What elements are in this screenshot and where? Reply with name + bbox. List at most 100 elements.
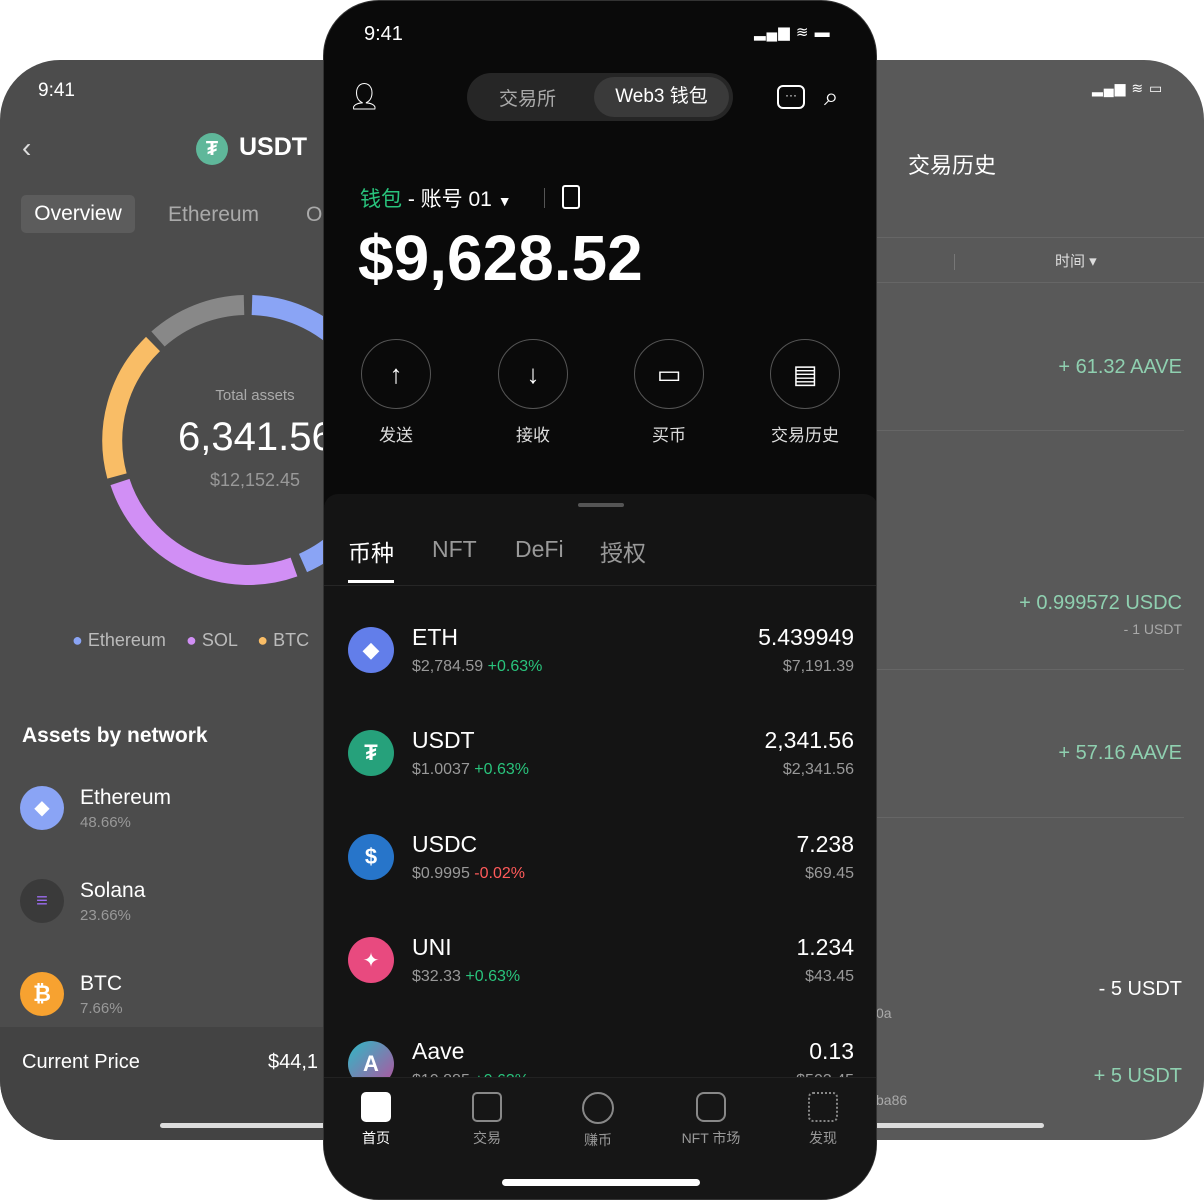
token-value: $2,341.56: [782, 761, 854, 778]
donut-segment-other: [151, 295, 245, 347]
drag-handle[interactable]: [578, 503, 624, 507]
network-item-solana[interactable]: ≡ Solana 23.66%: [20, 879, 320, 939]
tab-ethereum[interactable]: Ethereum: [168, 203, 260, 226]
history-button[interactable]: ▤ 交易历史: [755, 339, 855, 446]
token-symbol: ETH: [412, 624, 458, 650]
token-value: $69.45: [805, 865, 854, 882]
tx-amount: + 0.999572 USDC: [1019, 592, 1182, 614]
message-icon[interactable]: ···: [777, 85, 805, 109]
back-chevron-icon[interactable]: ‹: [22, 132, 32, 163]
token-amount: 7.238: [796, 831, 854, 857]
tab-home[interactable]: 首页: [331, 1092, 421, 1148]
account-selector[interactable]: 钱包 - 账号 01 ▼: [360, 188, 512, 211]
token-price: $2,784.59: [412, 658, 484, 675]
tab-trade[interactable]: 交易: [442, 1092, 532, 1148]
tab-overview[interactable]: Overview: [21, 195, 135, 233]
send-button[interactable]: ↑ 发送: [346, 339, 446, 446]
donut-value: 6,341.56: [178, 415, 328, 459]
segment-exchange[interactable]: 交易所: [499, 89, 557, 110]
status-icons: ▂▄▆ ≋ ▭: [1092, 80, 1164, 96]
token-value: $7,191.39: [782, 658, 854, 675]
receive-button[interactable]: ↓ 接收: [483, 339, 583, 446]
token-row-usdc[interactable]: $ USDC $0.9995 -0.02% 7.238 $69.45: [324, 831, 876, 934]
arrow-up-icon: ↑: [361, 339, 431, 409]
network-name: BTC: [80, 972, 122, 995]
network-name: Ethereum: [80, 786, 172, 809]
tab-defi[interactable]: DeFi: [515, 536, 564, 562]
donut-usd: $12,152.45: [209, 470, 301, 490]
profile-icon[interactable]: 👤︎: [348, 81, 382, 111]
current-price-value: $44,1: [268, 1051, 319, 1073]
token-price: $32.33: [412, 968, 461, 985]
tab-nft-market[interactable]: NFT 市场: [666, 1092, 756, 1148]
tx-amount: + 57.16 AAVE: [1058, 742, 1182, 764]
token-value: $43.45: [805, 968, 854, 985]
nft-hexagon-icon: [696, 1092, 726, 1122]
chart-legend: ● Ethereum ● SOL ● BTC: [72, 630, 310, 650]
status-time: 9:41: [364, 23, 403, 45]
card-icon: ▭: [634, 339, 704, 409]
wallet-balance: $9,628.52: [358, 222, 643, 294]
donut-segment-sol-main: [110, 478, 298, 585]
page-title: 交易历史: [908, 153, 997, 178]
network-pct: 48.66%: [80, 814, 131, 831]
buy-button[interactable]: ▭ 买币: [619, 339, 719, 446]
search-icon[interactable]: ⌕: [824, 81, 839, 111]
token-row-uni[interactable]: ✦ UNI $32.33 +0.63% 1.234 $43.45: [324, 934, 876, 1037]
legend-ethereum: Ethereum: [87, 630, 166, 650]
legend-btc: BTC: [273, 630, 310, 650]
legend-sol: SOL: [201, 630, 238, 650]
token-symbol: Aave: [412, 1038, 465, 1064]
token-change: +0.63%: [474, 761, 530, 778]
tab-discover[interactable]: 发现: [778, 1092, 868, 1148]
tx-amount: - 5 USDT: [1098, 978, 1182, 1000]
token-price: $0.9995: [412, 865, 470, 882]
tab-tokens[interactable]: 币种: [348, 540, 394, 566]
solana-icon: ≡: [20, 879, 64, 923]
assets-by-network-title: Assets by network: [22, 724, 208, 747]
usdt-icon: ₮: [348, 730, 394, 776]
tab-earn[interactable]: 赚币: [553, 1092, 643, 1150]
donut-segment-btc: [102, 336, 161, 479]
tx-address: 0a: [876, 1005, 892, 1021]
tab-approvals[interactable]: 授权: [600, 540, 646, 566]
segment-web3-wallet[interactable]: Web3 钱包: [594, 77, 729, 117]
token-symbol: UNI: [412, 934, 452, 960]
home-icon: [361, 1092, 391, 1122]
token-row-usdt[interactable]: ₮ USDT $1.0037 +0.63% 2,341.56 $2,341.56: [324, 727, 876, 830]
home-indicator: [160, 1123, 400, 1128]
current-price-label: Current Price: [22, 1051, 140, 1073]
arrow-down-icon: ↓: [498, 339, 568, 409]
status-time: 9:41: [38, 80, 75, 101]
tab-nft[interactable]: NFT: [432, 536, 477, 562]
grid-icon: [808, 1092, 838, 1122]
token-row-eth[interactable]: ◆ ETH $2,784.59 +0.63% 5.439949 $7,191.3…: [324, 624, 876, 727]
tx-sub-amount: - 1 USDT: [1123, 621, 1182, 637]
network-item-btc[interactable]: ₿ BTC 7.66%: [20, 972, 320, 1032]
bottom-tab-bar: 首页 交易 赚币 NFT 市场 发现: [324, 1077, 876, 1199]
tx-amount: + 61.32 AAVE: [1058, 356, 1182, 378]
home-indicator: [502, 1179, 700, 1186]
token-amount: 5.439949: [758, 624, 854, 650]
token-price: $1.0037: [412, 761, 470, 778]
usdt-icon: ₮: [196, 133, 228, 165]
token-amount: 0.13: [809, 1038, 854, 1064]
center-phone-wallet: 9:41 ▂▄▆ ≋ ▬ 👤︎ 交易所 Web3 钱包 ··· ⌕ 钱包 - 账…: [323, 0, 877, 1200]
token-change: +0.63%: [487, 658, 543, 675]
usdc-icon: $: [348, 834, 394, 880]
home-indicator: [870, 1123, 1044, 1128]
time-filter-dropdown[interactable]: 时间 ▾: [1055, 253, 1097, 270]
page-title: USDT: [239, 133, 308, 161]
swap-icon: [472, 1092, 502, 1122]
status-icons: ▂▄▆ ≋ ▬: [754, 24, 831, 41]
network-item-ethereum[interactable]: ◆ Ethereum 48.66%: [20, 786, 320, 846]
earn-icon: [582, 1092, 614, 1124]
tx-amount: + 5 USDT: [1093, 1065, 1182, 1087]
network-pct: 23.66%: [80, 907, 131, 924]
tx-address: ba86: [876, 1092, 908, 1108]
token-amount: 2,341.56: [764, 727, 854, 753]
token-change: -0.02%: [474, 865, 525, 882]
tab-other[interactable]: O: [306, 203, 323, 226]
copy-icon[interactable]: [562, 185, 580, 209]
token-symbol: USDT: [412, 727, 475, 753]
